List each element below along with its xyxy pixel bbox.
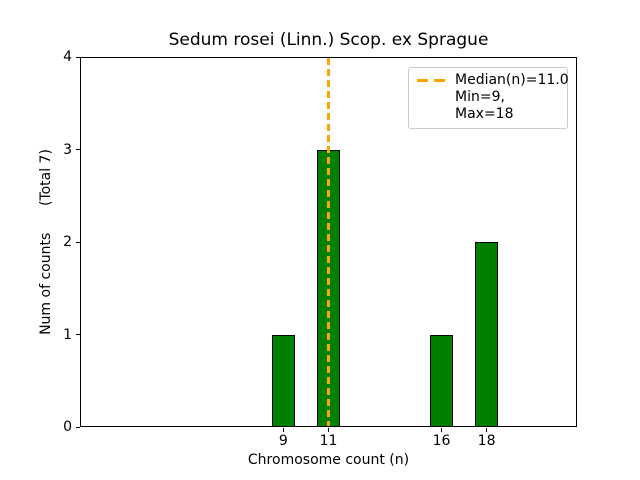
x-tick-label-11: 11 xyxy=(319,433,338,449)
legend-label-minmax: Min=9, Max=18 xyxy=(455,89,514,122)
y-tick-3 xyxy=(76,149,80,150)
median-dashed-line-icon xyxy=(417,79,447,82)
legend-empty-swatch xyxy=(417,105,447,108)
bar-n16 xyxy=(430,334,453,427)
x-tick-11 xyxy=(328,428,329,432)
x-tick-label-18: 18 xyxy=(477,433,496,449)
y-tick-4 xyxy=(76,56,80,58)
y-tick-label-2: 2 xyxy=(63,234,72,250)
y-tick-0 xyxy=(76,426,80,428)
bar-n9 xyxy=(271,334,295,427)
legend-label-median: Median(n)=11.0 xyxy=(455,72,569,88)
y-tick-label-4: 4 xyxy=(63,49,72,65)
y-tick-2 xyxy=(76,241,80,243)
x-axis-label: Chromosome count (n) xyxy=(247,452,410,468)
x-tick-16 xyxy=(441,428,442,432)
y-tick-label-1: 1 xyxy=(63,326,72,343)
x-tick-9 xyxy=(282,428,284,432)
x-tick-label-16: 16 xyxy=(432,433,451,449)
y-tick-1 xyxy=(76,334,80,335)
y-tick-label-3: 3 xyxy=(63,141,72,158)
x-tick-label-9: 9 xyxy=(278,433,288,449)
legend: Median(n)=11.0 Min=9, Max=18 xyxy=(408,67,569,129)
y-axis-label: Num of counts (Total 7) xyxy=(38,149,54,335)
x-tick-18 xyxy=(486,428,488,432)
chart-title: Sedum rosei (Linn.) Scop. ex Sprague xyxy=(168,30,489,50)
legend-row-minmax: Min=9, Max=18 xyxy=(417,89,559,123)
y-tick-label-0: 0 xyxy=(63,419,72,435)
bar-n18 xyxy=(475,242,499,427)
legend-row-median: Median(n)=11.0 xyxy=(417,72,569,89)
median-line xyxy=(327,58,330,426)
